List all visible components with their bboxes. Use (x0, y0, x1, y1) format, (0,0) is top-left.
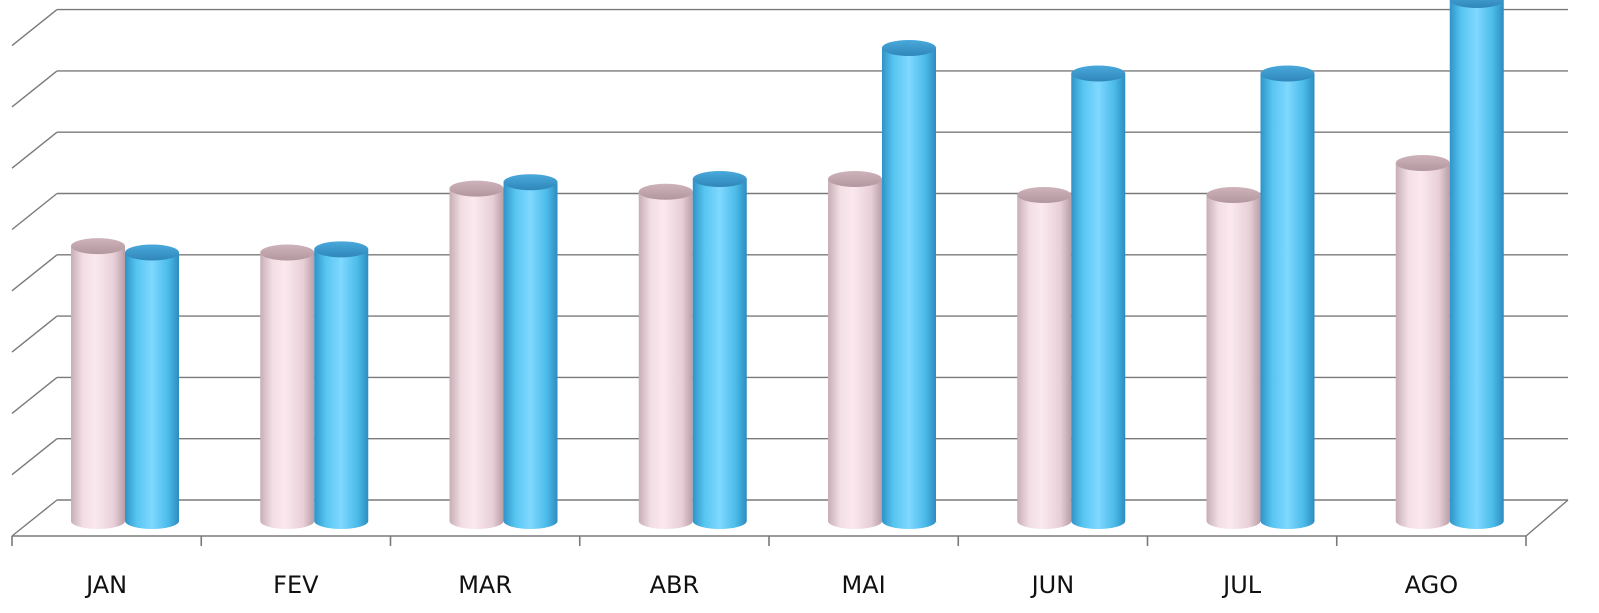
bar-series-2 (692, 171, 747, 529)
gridline (11, 315, 1568, 353)
bar-series-2 (882, 39, 936, 529)
bar-series-1 (449, 180, 504, 529)
gridline (11, 438, 1568, 476)
bar-series-2 (1071, 65, 1126, 530)
x-tick-label: ABR (650, 571, 700, 599)
x-tick-label: JUL (1221, 571, 1262, 599)
gridline (11, 376, 1568, 414)
x-tick-label: MAR (458, 571, 512, 599)
gridline (11, 254, 1568, 292)
bar-series-2 (125, 244, 179, 529)
gridline (11, 192, 1568, 231)
gridline (11, 499, 1568, 537)
bar-series-2 (1449, 0, 1504, 530)
x-tick-label: JUN (1030, 571, 1075, 599)
bars (71, 0, 1504, 530)
gridline (11, 70, 1568, 108)
x-tick-label: MAI (842, 571, 886, 599)
bar-series-2 (314, 241, 369, 529)
bar-series-1 (638, 183, 693, 529)
bar-series-2 (1260, 65, 1315, 530)
bar-series-1 (1017, 186, 1072, 530)
bar-series-1 (71, 238, 125, 529)
x-tick-label: FEV (273, 571, 319, 599)
gridline (11, 131, 1568, 169)
grid (11, 8, 1568, 537)
bar-series-1 (828, 171, 882, 529)
gridline (11, 8, 1568, 47)
x-tick-label: JAN (84, 571, 127, 599)
floor-edge (1525, 499, 1569, 537)
x-tick-label: AGO (1405, 571, 1458, 599)
bar-series-1 (1206, 186, 1261, 530)
bar-series-1 (260, 244, 315, 529)
bar-series-2 (503, 174, 558, 529)
x-axis: JAN FEV MAR ABR MAI JUN JUL AGO (11, 499, 1569, 599)
bar-series-1 (1395, 155, 1450, 529)
